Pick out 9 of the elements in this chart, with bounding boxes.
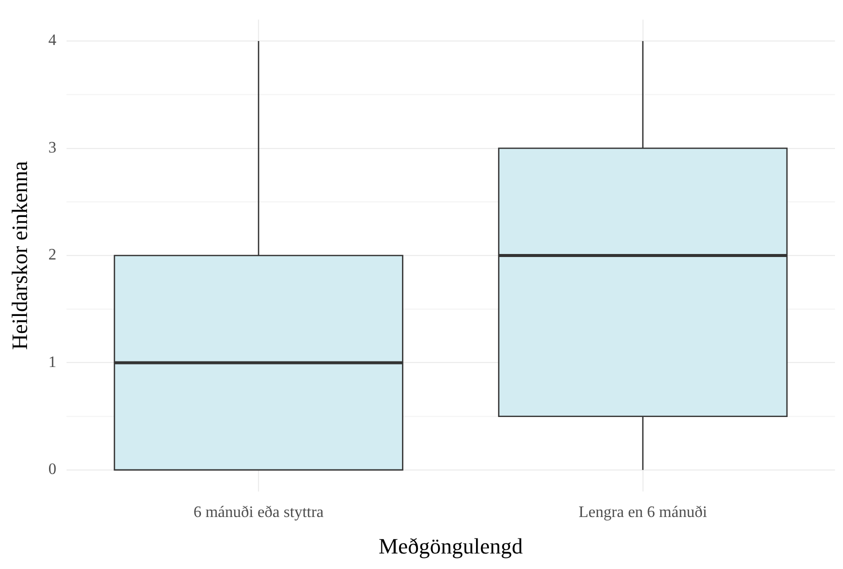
y-tick-label: 3 [48, 139, 56, 156]
y-tick-label: 2 [48, 246, 56, 264]
x-tick-label: Lengra en 6 mánuði [578, 504, 708, 522]
y-axis-title: Heildarskor einkenna [6, 160, 32, 350]
y-tick-label: 1 [48, 354, 56, 371]
y-tick-label: 4 [48, 32, 56, 50]
y-tick-label: 0 [48, 461, 56, 478]
x-axis-title: Meðgöngulengd [378, 534, 523, 559]
x-tick-label: 6 mánuði eða styttra [193, 504, 324, 522]
